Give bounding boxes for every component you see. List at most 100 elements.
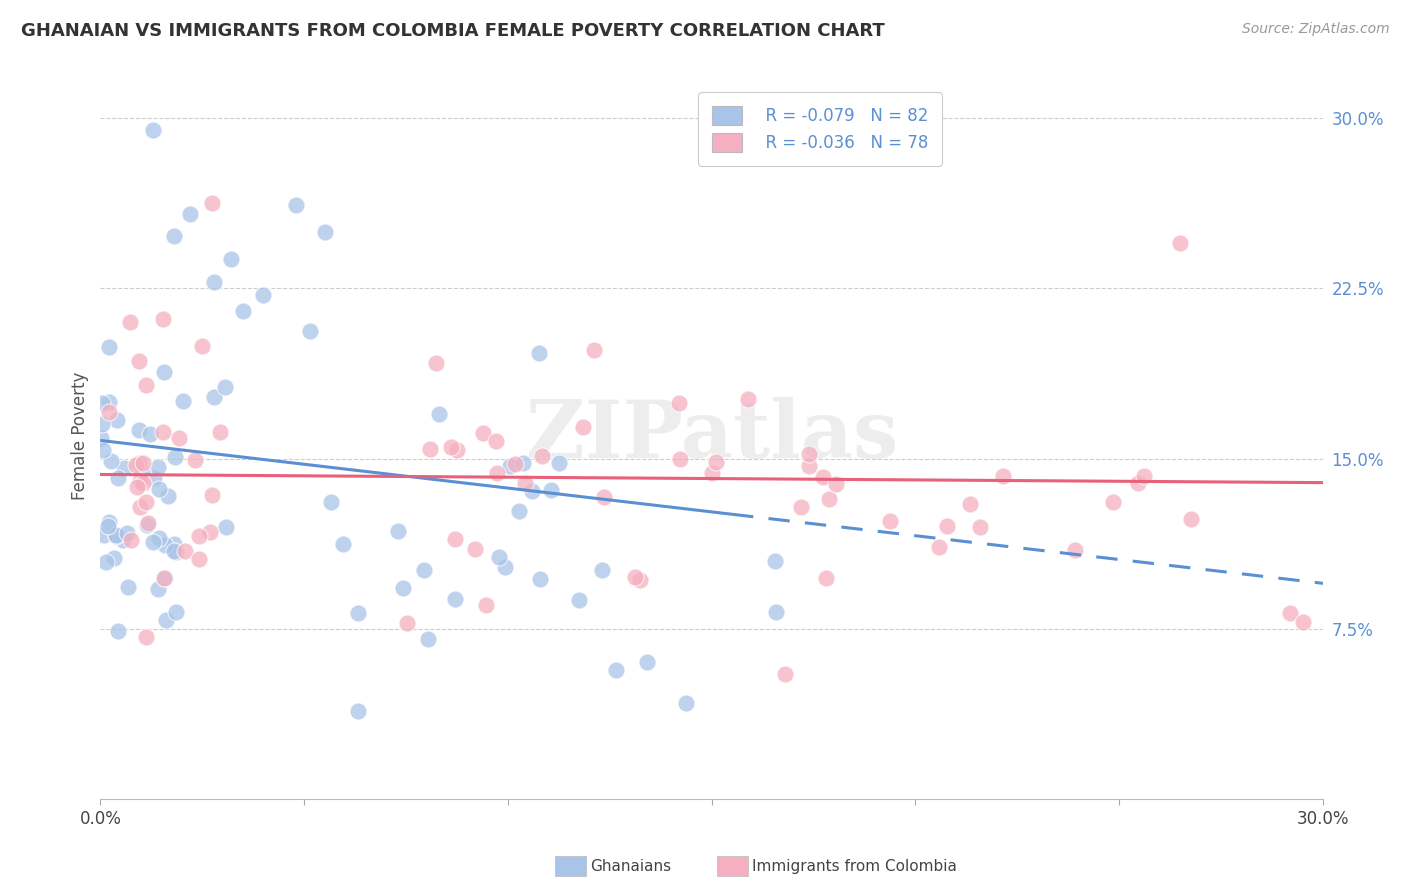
Point bbox=[702, 466, 724, 480]
Point bbox=[1133, 469, 1156, 483]
Point bbox=[142, 122, 165, 136]
Point bbox=[219, 252, 242, 266]
Point bbox=[387, 524, 409, 539]
Point bbox=[1279, 606, 1302, 620]
Point bbox=[488, 550, 510, 565]
Point bbox=[591, 563, 613, 577]
Point bbox=[444, 591, 467, 606]
Point bbox=[512, 456, 534, 470]
Point bbox=[152, 570, 174, 584]
Point bbox=[201, 195, 224, 210]
Point bbox=[392, 581, 415, 595]
Point bbox=[214, 380, 236, 394]
Point bbox=[1170, 236, 1192, 251]
Point bbox=[472, 425, 495, 440]
Point bbox=[129, 474, 152, 488]
Point bbox=[183, 452, 205, 467]
Point bbox=[136, 516, 159, 530]
Point bbox=[135, 518, 157, 533]
Text: Immigrants from Colombia: Immigrants from Colombia bbox=[752, 859, 957, 873]
Point bbox=[146, 460, 169, 475]
Point bbox=[117, 581, 139, 595]
Point bbox=[765, 554, 787, 568]
Point bbox=[142, 471, 165, 485]
Point bbox=[440, 440, 463, 454]
Point bbox=[152, 425, 174, 439]
Point bbox=[157, 489, 180, 503]
Point bbox=[131, 475, 153, 490]
Point bbox=[737, 392, 759, 407]
Point bbox=[188, 552, 211, 566]
Point bbox=[527, 346, 550, 360]
Point bbox=[153, 538, 176, 552]
Point bbox=[582, 343, 605, 357]
Point bbox=[105, 413, 128, 427]
Point bbox=[285, 197, 308, 211]
Point bbox=[135, 630, 157, 644]
Point bbox=[190, 339, 212, 353]
Point bbox=[515, 476, 537, 491]
Point bbox=[139, 427, 162, 442]
Point bbox=[198, 525, 221, 540]
Point bbox=[91, 442, 114, 457]
Point bbox=[298, 324, 321, 338]
Point bbox=[153, 571, 176, 585]
Point bbox=[928, 541, 950, 555]
Point bbox=[1064, 542, 1087, 557]
Point bbox=[668, 396, 690, 410]
Point bbox=[232, 304, 254, 318]
Point bbox=[347, 607, 370, 621]
Point bbox=[188, 529, 211, 543]
Point bbox=[201, 488, 224, 502]
Point bbox=[959, 497, 981, 511]
Point bbox=[97, 515, 120, 529]
Point bbox=[90, 396, 112, 410]
Point bbox=[503, 457, 526, 471]
Point bbox=[118, 315, 141, 329]
Point bbox=[446, 443, 468, 458]
Point bbox=[314, 225, 336, 239]
Point bbox=[107, 471, 129, 485]
Point bbox=[167, 431, 190, 445]
Point bbox=[605, 663, 627, 677]
Point bbox=[818, 492, 841, 507]
Legend:   R = -0.079   N = 82,   R = -0.036   N = 78: R = -0.079 N = 82, R = -0.036 N = 78 bbox=[699, 92, 942, 166]
Point bbox=[142, 535, 165, 549]
Point bbox=[319, 495, 342, 509]
Point bbox=[107, 624, 129, 639]
Point bbox=[520, 483, 543, 498]
Point bbox=[419, 442, 441, 457]
Point bbox=[969, 519, 991, 533]
Point bbox=[425, 356, 447, 370]
Point bbox=[98, 405, 121, 419]
Point bbox=[115, 525, 138, 540]
Text: Source: ZipAtlas.com: Source: ZipAtlas.com bbox=[1241, 22, 1389, 37]
Point bbox=[104, 529, 127, 543]
Point bbox=[165, 545, 187, 559]
Point bbox=[765, 605, 787, 619]
Point bbox=[444, 532, 467, 546]
Point bbox=[508, 504, 530, 518]
Point bbox=[173, 544, 195, 558]
Point bbox=[104, 527, 127, 541]
Point bbox=[127, 480, 149, 494]
Point bbox=[1180, 512, 1202, 526]
Point bbox=[125, 458, 148, 472]
Point bbox=[475, 598, 498, 612]
Point bbox=[706, 455, 728, 469]
Point bbox=[202, 390, 225, 404]
Point bbox=[146, 582, 169, 597]
Point bbox=[332, 537, 354, 551]
Point bbox=[135, 495, 157, 509]
Point bbox=[172, 393, 194, 408]
Point bbox=[100, 454, 122, 468]
Point bbox=[131, 456, 153, 470]
Point bbox=[1291, 615, 1313, 629]
Point bbox=[112, 461, 135, 475]
Point bbox=[148, 482, 170, 496]
Point bbox=[499, 459, 522, 474]
Point bbox=[97, 395, 120, 409]
Point bbox=[427, 407, 450, 421]
Point bbox=[103, 551, 125, 566]
Point bbox=[624, 569, 647, 583]
